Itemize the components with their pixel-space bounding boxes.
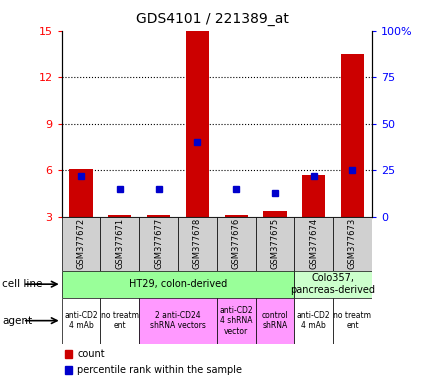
Text: GSM377678: GSM377678 [193, 218, 202, 270]
Text: control
shRNA: control shRNA [261, 311, 288, 330]
Bar [178, 217, 217, 271]
Bar [217, 298, 255, 344]
Text: GSM377672: GSM377672 [76, 218, 85, 270]
Bar [255, 298, 294, 344]
Bar [217, 217, 255, 271]
Text: Colo357,
pancreas-derived: Colo357, pancreas-derived [291, 273, 376, 295]
Bar [62, 217, 100, 271]
Bar [139, 298, 217, 344]
Bar [65, 350, 73, 358]
Bar [65, 366, 73, 374]
Bar [100, 298, 139, 344]
Bar [139, 217, 178, 271]
Text: anti-CD2
4 mAb: anti-CD2 4 mAb [297, 311, 331, 330]
Text: percentile rank within the sample: percentile rank within the sample [77, 365, 242, 375]
Bar [341, 54, 364, 217]
Bar [69, 169, 93, 217]
Text: 2 anti-CD24
shRNA vectors: 2 anti-CD24 shRNA vectors [150, 311, 206, 330]
Bar [294, 298, 333, 344]
Text: GSM377677: GSM377677 [154, 218, 163, 270]
Bar [333, 298, 372, 344]
Text: GSM377673: GSM377673 [348, 218, 357, 270]
Text: GDS4101 / 221389_at: GDS4101 / 221389_at [136, 12, 289, 25]
Bar [224, 215, 248, 217]
Bar [62, 298, 100, 344]
Bar [62, 271, 294, 298]
Text: HT29, colon-derived: HT29, colon-derived [129, 279, 227, 289]
Bar [255, 217, 294, 271]
Text: GSM377675: GSM377675 [270, 218, 279, 270]
Text: no treatm
ent: no treatm ent [334, 311, 371, 330]
Bar [147, 215, 170, 217]
Text: no treatm
ent: no treatm ent [101, 311, 139, 330]
Bar [108, 215, 131, 217]
Text: GSM377674: GSM377674 [309, 218, 318, 270]
Bar [294, 217, 333, 271]
Bar [302, 175, 325, 217]
Text: GSM377676: GSM377676 [232, 218, 241, 270]
Text: anti-CD2
4 mAb: anti-CD2 4 mAb [64, 311, 98, 330]
Text: agent: agent [2, 316, 32, 326]
Text: anti-CD2
4 shRNA
vector: anti-CD2 4 shRNA vector [219, 306, 253, 336]
Bar [263, 211, 286, 217]
Bar [186, 31, 209, 217]
Text: GSM377671: GSM377671 [115, 218, 124, 270]
Bar [294, 271, 372, 298]
Text: cell line: cell line [2, 279, 42, 289]
Bar [333, 217, 372, 271]
Bar [100, 217, 139, 271]
Text: count: count [77, 349, 105, 359]
